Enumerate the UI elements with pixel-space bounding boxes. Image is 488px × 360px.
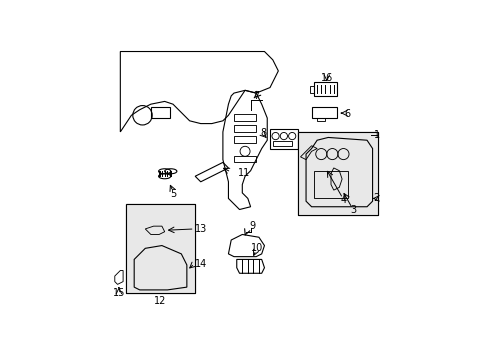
Bar	[233, 114, 256, 121]
Bar	[125, 204, 195, 293]
Text: 8: 8	[260, 128, 265, 138]
Bar	[272, 141, 292, 146]
Text: 3: 3	[349, 204, 356, 215]
Text: 2: 2	[373, 193, 379, 203]
Bar	[317, 118, 325, 121]
Text: 15: 15	[113, 288, 125, 298]
Bar	[233, 136, 256, 143]
Bar	[314, 82, 336, 96]
Text: 13: 13	[195, 224, 207, 234]
Text: 5: 5	[169, 189, 176, 199]
Text: 9: 9	[248, 221, 255, 231]
Text: 16: 16	[320, 73, 332, 83]
Bar	[150, 107, 170, 118]
Bar	[125, 204, 195, 293]
Text: 6: 6	[344, 109, 350, 119]
Bar	[297, 132, 377, 215]
Bar	[314, 171, 347, 198]
Bar	[297, 132, 377, 215]
Text: 1: 1	[373, 130, 379, 140]
Text: 11: 11	[238, 168, 250, 177]
Bar	[269, 129, 297, 149]
Text: 7: 7	[252, 91, 259, 101]
Bar	[311, 107, 336, 118]
Bar	[309, 86, 314, 93]
Bar	[125, 204, 195, 293]
Bar	[297, 132, 377, 215]
Bar	[233, 156, 256, 162]
Bar	[233, 125, 256, 132]
Text: 4: 4	[340, 195, 346, 205]
Text: 10: 10	[251, 243, 263, 253]
Text: 12: 12	[154, 296, 166, 306]
Text: 14: 14	[195, 258, 207, 269]
